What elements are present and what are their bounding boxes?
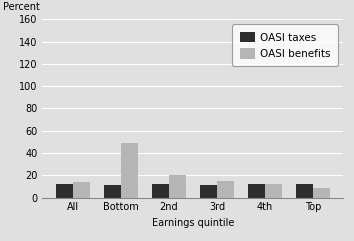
Bar bbox=[265, 184, 282, 198]
Bar bbox=[200, 185, 217, 198]
Bar bbox=[121, 143, 138, 198]
Bar bbox=[248, 184, 265, 198]
Bar bbox=[169, 175, 186, 198]
Bar bbox=[313, 187, 330, 198]
Bar bbox=[56, 184, 73, 198]
Bar bbox=[104, 185, 121, 198]
Bar bbox=[217, 181, 234, 198]
X-axis label: Earnings quintile: Earnings quintile bbox=[152, 218, 234, 228]
Bar bbox=[73, 182, 90, 198]
Bar bbox=[296, 184, 313, 198]
Legend: OASI taxes, OASI benefits: OASI taxes, OASI benefits bbox=[232, 25, 338, 66]
Bar bbox=[152, 184, 169, 198]
Text: Percent: Percent bbox=[3, 2, 40, 12]
